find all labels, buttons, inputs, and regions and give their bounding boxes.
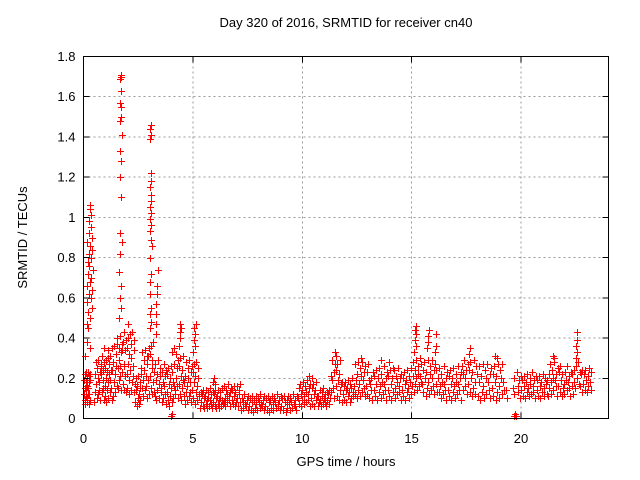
y-tick-label: 0.8 (57, 250, 75, 265)
axis-ticks (83, 56, 609, 419)
x-tick-label: 5 (189, 431, 196, 446)
plot-border (83, 56, 609, 419)
x-axis-label: GPS time / hours (297, 454, 396, 469)
y-tick-label: 0.4 (57, 331, 75, 346)
chart-title: Day 320 of 2016, SRMTID for receiver cn4… (220, 15, 473, 30)
y-axis-label: SRMTID / TECUs (15, 186, 30, 289)
y-tick-label: 1 (68, 210, 75, 225)
y-tick-label: 0 (68, 411, 75, 426)
y-tick-label: 0.6 (57, 290, 75, 305)
x-tick-label: 0 (80, 431, 87, 446)
y-tick-label: 1.6 (57, 89, 75, 104)
gridlines (83, 56, 609, 419)
y-tick-label: 1.2 (57, 170, 75, 185)
data-points (81, 72, 595, 420)
x-tick-label: 20 (514, 431, 528, 446)
x-tick-label: 15 (404, 431, 418, 446)
y-tick-label: 1.8 (57, 49, 75, 64)
y-tick-label: 1.4 (57, 129, 75, 144)
x-tick-label: 10 (295, 431, 309, 446)
tick-labels: 0 5 10 15 20 0 0.2 0.4 0.6 0.8 1 1.2 1.4 1.6 1.8 (57, 49, 528, 446)
y-tick-label: 0.2 (57, 371, 75, 386)
